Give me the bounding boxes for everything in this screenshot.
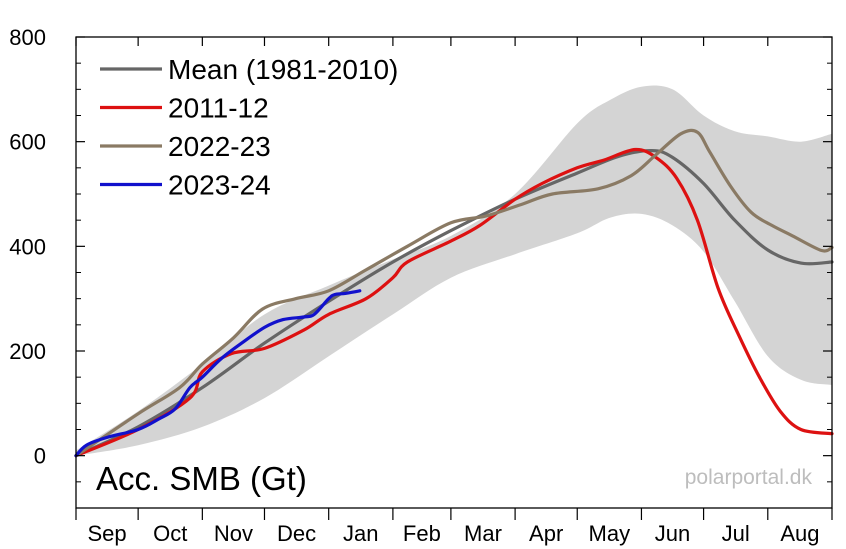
x-tick-label: Jul <box>722 521 750 546</box>
legend-label: 2022-23 <box>168 131 271 162</box>
variability-band <box>76 85 832 456</box>
y-tick-label: 200 <box>9 339 46 364</box>
axis-layer: 0 200 400 600 800 Sep Oct Nov Dec Jan Feb Mar Apr May… <box>9 25 833 546</box>
x-tick-label: Apr <box>529 521 563 546</box>
series-layer <box>74 128 834 458</box>
x-tick-label: Mar <box>464 521 502 546</box>
legend-label: 2011-12 <box>168 93 269 124</box>
legend-label: 2023-24 <box>168 170 271 201</box>
x-tick-label: Feb <box>403 521 441 546</box>
series-line-2011-12 <box>74 147 834 458</box>
series-line-2023-24 <box>74 289 362 458</box>
credit-text: polarportal.dk <box>685 466 813 489</box>
x-tick-label: Aug <box>780 521 819 546</box>
y-tick-label: 0 <box>34 444 46 469</box>
x-tick-label: May <box>589 521 631 546</box>
y-tick-label: 400 <box>9 234 46 259</box>
x-tick-label: Sep <box>87 521 126 546</box>
x-tick-label: Jan <box>343 521 378 546</box>
series-line-2022-23 <box>74 128 834 458</box>
series-line-mean-1981-2010 <box>74 148 834 458</box>
variability-band-layer <box>76 85 832 456</box>
x-tick-label: Dec <box>277 521 316 546</box>
y-tick-label: 800 <box>9 25 46 50</box>
x-tick-label: Nov <box>214 521 253 546</box>
x-tick-label: Jun <box>655 521 690 546</box>
y-axis-title: Acc. SMB (Gt) <box>96 460 307 497</box>
y-tick-label: 600 <box>9 130 46 155</box>
legend: Mean (1981-2010) 2011-12 2022-23 2023-24 <box>100 54 398 201</box>
x-tick-label: Oct <box>153 521 187 546</box>
legend-label: Mean (1981-2010) <box>168 54 398 85</box>
